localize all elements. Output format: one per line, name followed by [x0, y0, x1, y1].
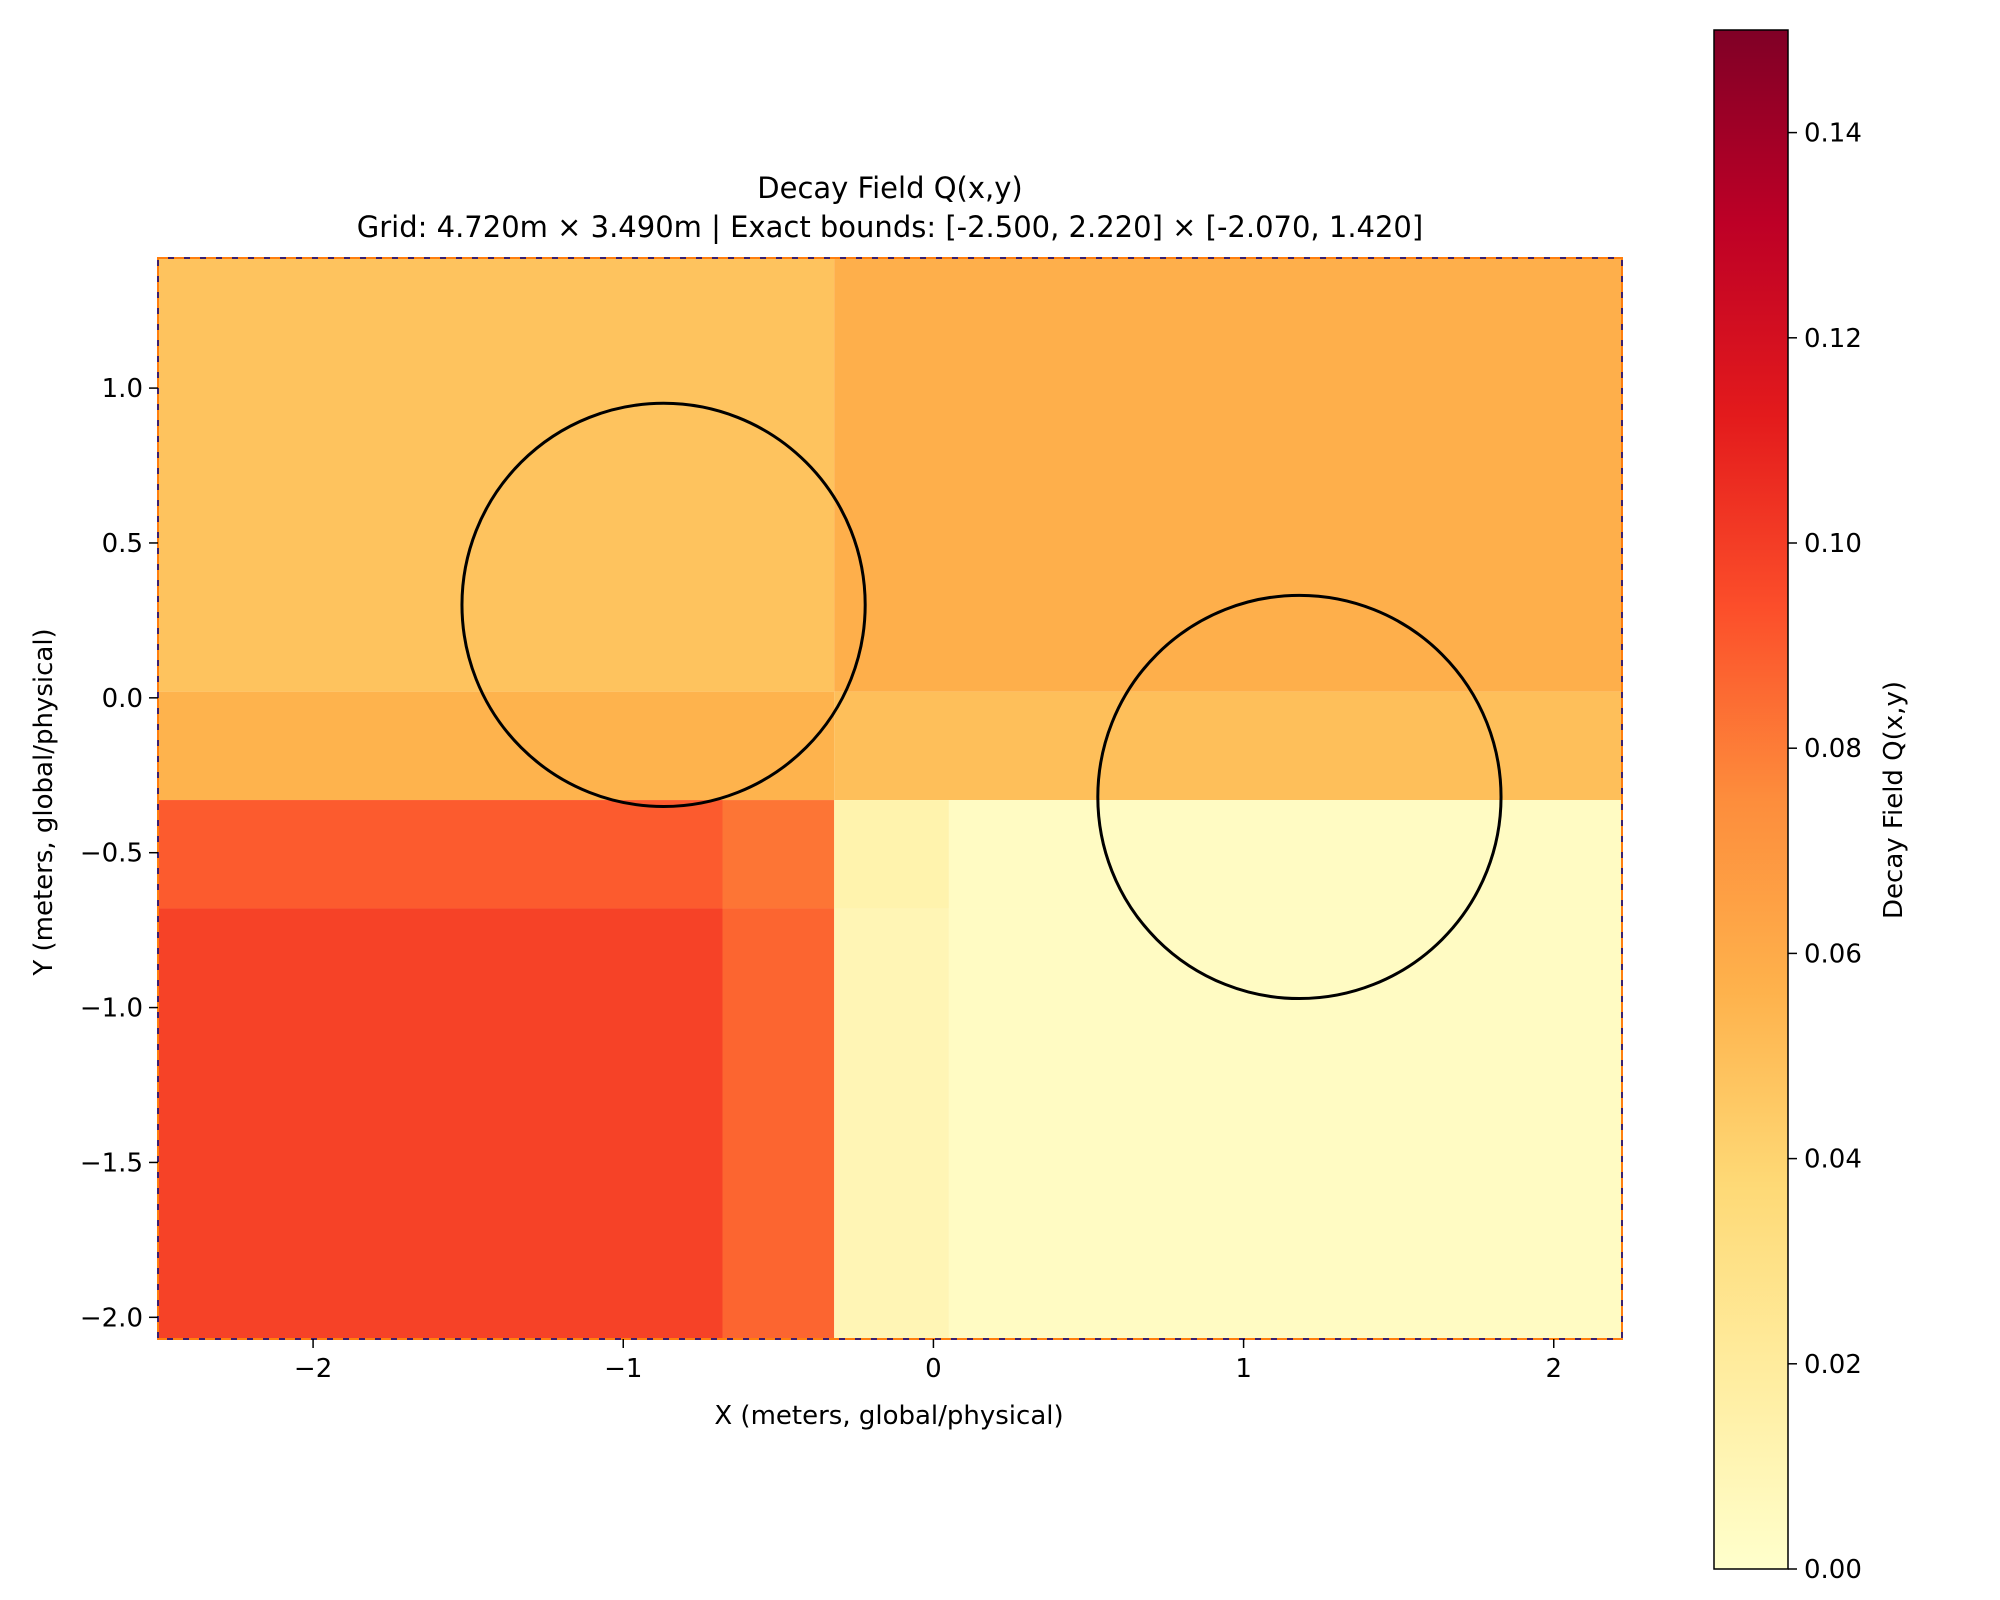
x-tick-label: 0: [925, 1354, 942, 1384]
colorbar-tick-label: 0.06: [1804, 939, 1862, 969]
colorbar-tick-label: 0.14: [1804, 119, 1862, 149]
chart-title-line2: Grid: 4.720m × 3.490m | Exact bounds: [-…: [357, 210, 1423, 244]
y-tick-label: 0.0: [102, 684, 143, 714]
colorbar-tick-label: 0.02: [1804, 1350, 1862, 1380]
heatmap-cell: [948, 908, 1622, 1339]
y-tick-label: 1.0: [102, 374, 143, 404]
obstacle-circles: [460, 401, 1503, 1001]
heatmap-cell: [722, 800, 835, 909]
obstacle-circle: [460, 401, 867, 809]
colorbar-tick-label: 0.04: [1804, 1145, 1862, 1175]
heatmap-cell: [158, 258, 835, 692]
colorbar-tick-label: 0.10: [1804, 529, 1862, 559]
heatmap-cell: [948, 800, 1622, 909]
y-axis-label: Y (meters, global/physical): [29, 628, 59, 976]
colorbar-tick-label: 0.08: [1804, 734, 1862, 764]
heatmap-cell: [834, 258, 1622, 692]
x-axis-label: X (meters, global/physical): [714, 1401, 1063, 1431]
colorbar-tick-label: 0.00: [1804, 1555, 1862, 1585]
heatmap-cell: [834, 800, 949, 909]
colorbar-ticks: 0.00 0.02 0.04 0.06 0.08 0.10 0.12 0.14: [1788, 119, 1862, 1585]
y-tick-label: −2.0: [80, 1303, 143, 1333]
colorbar-label: Decay Field Q(x,y): [1879, 681, 1909, 919]
heatmap-cell: [158, 800, 723, 909]
y-tick-label: −0.5: [80, 839, 143, 869]
y-tick-label: 0.5: [102, 529, 143, 559]
colorbar: [1713, 29, 1789, 1570]
obstacle-circle: [1096, 593, 1503, 1001]
y-tick-label: −1.0: [80, 994, 143, 1024]
domain-boundary: [157, 257, 1623, 1340]
chart-title-line1: Decay Field Q(x,y): [757, 171, 1022, 205]
heatmap-cell: [834, 908, 949, 1339]
y-axis: −2.0 −1.5 −1.0 −0.5 0.0 0.5 1.0: [80, 374, 158, 1333]
x-tick-label: −2: [294, 1354, 332, 1384]
heatmap-cell: [158, 908, 723, 1339]
heatmap-cells: [158, 258, 1622, 1339]
x-tick-label: −1: [604, 1354, 642, 1384]
x-axis: −2 −1 0 1 2: [294, 1339, 1562, 1384]
heatmap-cell: [158, 691, 835, 801]
heatmap-cell: [722, 908, 835, 1339]
y-tick-label: −1.5: [80, 1148, 143, 1178]
colorbar-tick-label: 0.12: [1804, 324, 1862, 354]
boundary-dashed: [157, 257, 1623, 1340]
x-tick-label: 1: [1235, 1354, 1252, 1384]
x-tick-label: 2: [1545, 1354, 1562, 1384]
heatmap-cell: [834, 691, 1622, 801]
